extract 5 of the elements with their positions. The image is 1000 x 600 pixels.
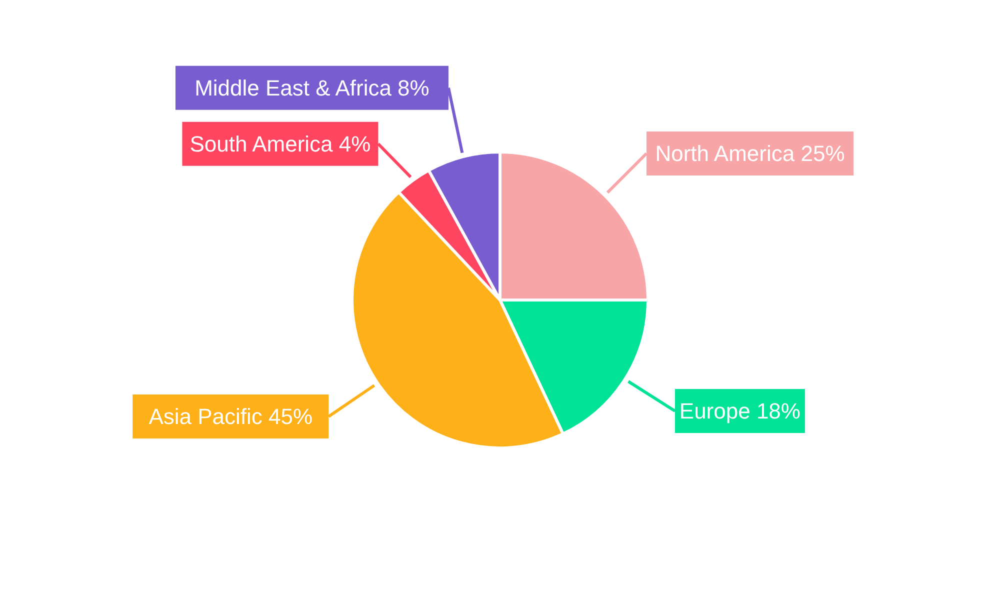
slice-label: Europe 18% <box>679 398 800 424</box>
slice-label: South America 4% <box>190 131 371 156</box>
slice-label: Middle East & Africa 8% <box>194 75 430 100</box>
slice-label: North America 25% <box>655 140 845 166</box>
slice-label: Asia Pacific 45% <box>148 404 313 429</box>
